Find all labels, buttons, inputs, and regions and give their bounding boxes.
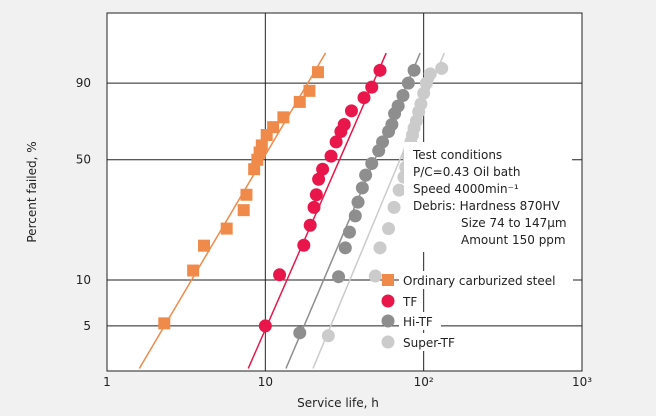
x-tick-label: 10²: [414, 375, 434, 389]
data-point-circle: [309, 188, 323, 202]
data-point-circle: [391, 99, 405, 113]
data-point-circle: [324, 149, 338, 163]
data-point-circle: [316, 162, 330, 176]
data-point-circle: [368, 269, 382, 283]
data-point-circle: [297, 238, 311, 252]
y-tick-labels: 5 10 50 90: [76, 76, 91, 333]
data-point-circle: [417, 86, 431, 100]
data-point-square: [237, 204, 250, 217]
annotation-line: Debris: Hardness 870HV: [413, 199, 561, 213]
data-point-circle: [365, 80, 379, 94]
y-axis-label: Percent failed, %: [25, 141, 39, 242]
data-point-circle: [365, 156, 379, 170]
data-point-square: [240, 188, 253, 201]
y-tick-label: 90: [76, 76, 91, 90]
data-point-circle: [348, 209, 362, 223]
x-tick-label: 10³: [572, 375, 592, 389]
data-point-circle: [355, 181, 369, 195]
data-point-circle: [351, 195, 365, 209]
y-tick-label: 5: [83, 319, 91, 333]
data-point-square: [255, 139, 268, 152]
legend-label-bg: [399, 312, 441, 330]
data-point-circle: [385, 118, 399, 132]
data-point-square: [253, 146, 266, 159]
data-point-circle: [321, 329, 335, 343]
legend-marker-square: [382, 274, 394, 286]
data-point-circle: [329, 135, 343, 149]
data-point-circle: [359, 168, 373, 182]
legend-marker-circle: [381, 314, 395, 328]
data-point-circle: [382, 222, 396, 236]
annotation-background: [404, 142, 572, 252]
legend-label: TF: [402, 295, 417, 309]
y-tick-label: 50: [76, 153, 91, 167]
data-point-circle: [258, 319, 272, 333]
annotation-line: Amount 150 ppm: [461, 233, 566, 247]
legend-label: Hi-TF: [403, 315, 433, 329]
x-tick-labels: 1 10 10² 10³: [103, 375, 592, 389]
test-conditions-annotation: Test conditions P/C=0.43 Oil bath Speed …: [404, 142, 572, 252]
data-point-circle: [332, 270, 346, 284]
legend-label: Super-TF: [403, 336, 455, 350]
data-point-square: [311, 66, 324, 79]
data-point-square: [220, 222, 233, 235]
data-point-square: [303, 84, 316, 97]
data-point-square: [198, 239, 211, 252]
x-tick-label: 1: [103, 375, 111, 389]
data-point-square: [267, 121, 280, 134]
data-point-circle: [273, 268, 287, 282]
legend-marker-circle: [381, 294, 395, 308]
data-point-circle: [387, 200, 401, 214]
data-points: [158, 61, 449, 343]
data-point-circle: [344, 104, 358, 118]
data-point-circle: [373, 241, 387, 255]
data-point-circle: [303, 218, 317, 232]
data-point-circle: [423, 67, 437, 81]
annotation-line: Size 74 to 147μm: [461, 216, 567, 230]
data-point-circle: [373, 63, 387, 77]
data-point-square: [277, 111, 290, 124]
data-point-circle: [338, 241, 352, 255]
data-point-circle: [312, 172, 326, 186]
annotation-line: Test conditions: [412, 148, 502, 162]
x-tick-label: 10: [258, 375, 273, 389]
data-point-circle: [357, 91, 371, 105]
legend-label: Ordinary carburized steel: [403, 274, 555, 288]
data-point-circle: [401, 76, 415, 90]
data-point-circle: [392, 183, 406, 197]
legend-label-bg: [399, 292, 423, 310]
annotation-line: P/C=0.43 Oil bath: [413, 165, 520, 179]
data-point-circle: [396, 88, 410, 102]
data-point-circle: [337, 118, 351, 132]
data-point-circle: [293, 326, 307, 340]
data-point-circle: [414, 97, 428, 111]
x-axis-label: Service life, h: [297, 396, 379, 410]
data-point-circle: [307, 200, 321, 214]
legend: Ordinary carburized steel TF Hi-TF Super…: [381, 271, 573, 351]
data-point-square: [251, 153, 264, 166]
data-point-square: [248, 163, 261, 176]
legend-marker-circle: [381, 335, 395, 349]
annotation-line: Speed 4000min⁻¹: [413, 182, 519, 196]
legend-label-bg: [399, 333, 477, 351]
legend-label-bg: [399, 271, 573, 289]
y-tick-label: 10: [76, 273, 91, 287]
data-point-circle: [435, 61, 449, 75]
data-point-circle: [376, 135, 390, 149]
data-point-square: [187, 264, 200, 277]
data-point-circle: [342, 225, 356, 239]
data-point-square: [293, 95, 306, 108]
data-point-square: [158, 317, 171, 330]
data-point-circle: [407, 63, 421, 77]
